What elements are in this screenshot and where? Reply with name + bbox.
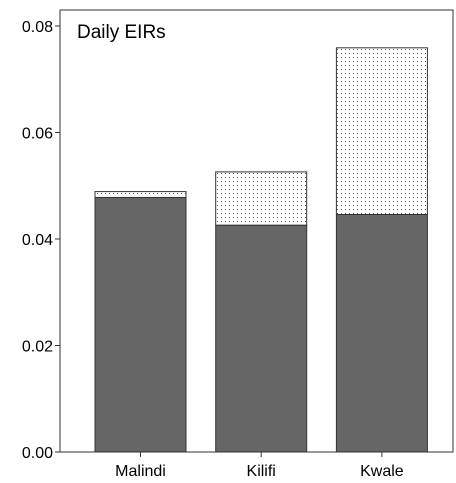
bar-kwale-segment-1 [335, 213, 428, 453]
chart-title: Daily EIRs [77, 22, 166, 43]
bar-kilifi-segment-1 [215, 224, 308, 453]
y-tick-label: 0.08 [22, 19, 53, 36]
y-tick-label: 0.02 [22, 338, 53, 355]
bar-malindi-segment-2 [94, 191, 187, 198]
bar-malindi-segment-1 [94, 196, 187, 453]
bar-kilifi-segment-2 [215, 171, 308, 226]
y-tick-label: 0.06 [22, 125, 53, 142]
x-category-label: Kilifi [247, 463, 276, 480]
y-tick-label: 0.04 [22, 232, 53, 249]
y-tick-label: 0.00 [22, 445, 53, 462]
bar-kwale-segment-2 [335, 47, 428, 215]
x-category-label: Kwale [360, 463, 404, 480]
x-category-label: Malindi [115, 463, 166, 480]
